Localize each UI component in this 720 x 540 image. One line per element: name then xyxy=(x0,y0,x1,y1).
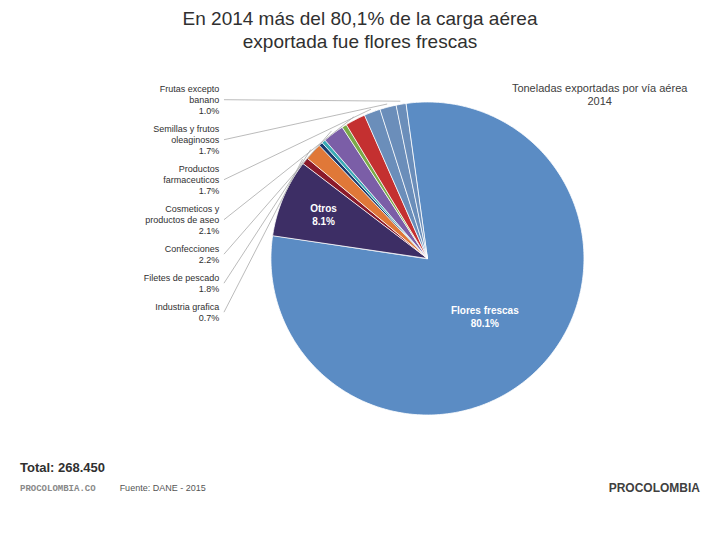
html-text:PROCOLOMBIA: PROCOLOMBIA xyxy=(608,481,700,495)
html-text:Fuente: DANE - 2015: Fuente: DANE - 2015 xyxy=(119,482,206,493)
svg-text:Cosmeticos yproductos de aseo2: Cosmeticos yproductos de aseo2.1% xyxy=(145,204,220,236)
svg-text:Confecciones2.2%: Confecciones2.2% xyxy=(165,244,220,265)
html-text:exportada fue flores frescas: exportada fue flores frescas xyxy=(242,30,478,52)
html-text:Total: 268.450: Total: 268.450 xyxy=(20,460,105,475)
html-text:PROCOLOMBIA.CO: PROCOLOMBIA.CO xyxy=(20,483,96,494)
svg-text:Industria grafica0.7%: Industria grafica0.7% xyxy=(155,302,219,323)
html-text:En 2014 más del 80,1% de la ca: En 2014 más del 80,1% de la carga aérea xyxy=(182,8,538,29)
svg-text:Frutas exceptobanano1.0%: Frutas exceptobanano1.0% xyxy=(160,84,220,116)
svg-text:Filetes de pescado1.8%: Filetes de pescado1.8% xyxy=(144,273,220,294)
svg-text:Otros8.1%: Otros8.1% xyxy=(310,203,337,227)
svg-text:Productosfarmaceuticos1.7%: Productosfarmaceuticos1.7% xyxy=(163,164,220,196)
svg-text:Semillas y frutosoleaginosos1.: Semillas y frutosoleaginosos1.7% xyxy=(153,124,220,156)
svg-text:Toneladas exportadas por vía a: Toneladas exportadas por vía aérea2014 xyxy=(512,82,688,107)
svg-text:Flores frescas80.1%: Flores frescas80.1% xyxy=(451,305,519,329)
